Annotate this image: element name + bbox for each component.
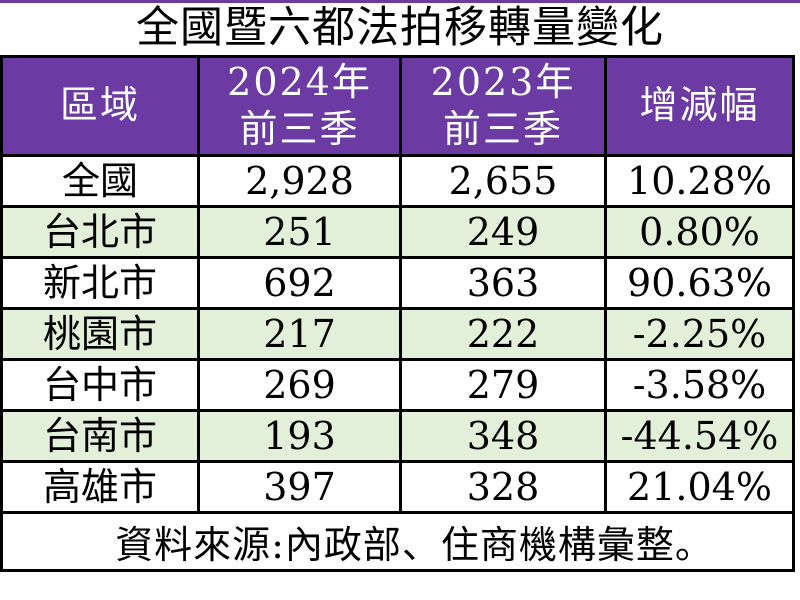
- top-edge-strip: [0, 0, 800, 3]
- value-2023-cell: 328: [399, 460, 607, 514]
- column-header-region: 區域: [0, 55, 200, 157]
- source-note: 資料來源:內政部、住商機構彙整。: [0, 511, 795, 572]
- column-header-2023-line1: 2023年: [430, 59, 576, 104]
- table-row-tainan: 台南市 193 348 -44.54%: [0, 409, 795, 463]
- value-2023-cell: 363: [399, 256, 607, 310]
- value-2024-cell: 2,928: [197, 154, 402, 208]
- page-title: 全國暨六都法拍移轉量變化: [136, 3, 664, 53]
- value-2024-cell: 397: [197, 460, 402, 514]
- column-header-2023-line2: 前三季: [442, 107, 563, 151]
- table-row-taipei: 台北市 251 249 0.80%: [0, 205, 795, 259]
- change-cell: 90.63%: [604, 256, 795, 310]
- column-header-change-label: 增減幅: [639, 83, 760, 128]
- header-row: 區域 2024年 前三季 2023年 前三季 增減幅: [0, 55, 795, 157]
- change-cell: -44.54%: [604, 409, 795, 463]
- value-2023-cell: 249: [399, 205, 607, 259]
- data-table: 區域 2024年 前三季 2023年 前三季 增減幅 全國 2,928 2,65…: [0, 55, 795, 572]
- column-header-2024: 2024年 前三季: [197, 55, 402, 157]
- table-row-taichung: 台中市 269 279 -3.58%: [0, 358, 795, 412]
- column-header-2024-line2: 前三季: [239, 107, 360, 151]
- region-cell: 新北市: [0, 256, 200, 310]
- region-cell: 桃園市: [0, 307, 200, 361]
- column-header-2024-line1: 2024年: [227, 59, 372, 104]
- change-cell: 0.80%: [604, 205, 795, 259]
- table-row-newtaipei: 新北市 692 363 90.63%: [0, 256, 795, 310]
- value-2024-cell: 193: [197, 409, 402, 463]
- change-cell: -2.25%: [604, 307, 795, 361]
- value-2024-cell: 269: [197, 358, 402, 412]
- region-cell: 台北市: [0, 205, 200, 259]
- change-cell: -3.58%: [604, 358, 795, 412]
- value-2023-cell: 2,655: [399, 154, 607, 208]
- value-2024-cell: 692: [197, 256, 402, 310]
- region-cell: 台中市: [0, 358, 200, 412]
- change-cell: 10.28%: [604, 154, 795, 208]
- value-2024-cell: 217: [197, 307, 402, 361]
- region-cell: 全國: [0, 154, 200, 208]
- column-header-change: 增減幅: [604, 55, 795, 157]
- change-cell: 21.04%: [604, 460, 795, 514]
- value-2023-cell: 348: [399, 409, 607, 463]
- column-header-region-label: 區域: [59, 83, 140, 128]
- footer-row: 資料來源:內政部、住商機構彙整。: [0, 511, 795, 572]
- column-header-2023: 2023年 前三季: [399, 55, 607, 157]
- value-2023-cell: 279: [399, 358, 607, 412]
- value-2023-cell: 222: [399, 307, 607, 361]
- region-cell: 高雄市: [0, 460, 200, 514]
- region-cell: 台南市: [0, 409, 200, 463]
- table-row-kaohsiung: 高雄市 397 328 21.04%: [0, 460, 795, 514]
- table-row-taoyuan: 桃園市 217 222 -2.25%: [0, 307, 795, 361]
- value-2024-cell: 251: [197, 205, 402, 259]
- table-row-nationwide: 全國 2,928 2,655 10.28%: [0, 154, 795, 208]
